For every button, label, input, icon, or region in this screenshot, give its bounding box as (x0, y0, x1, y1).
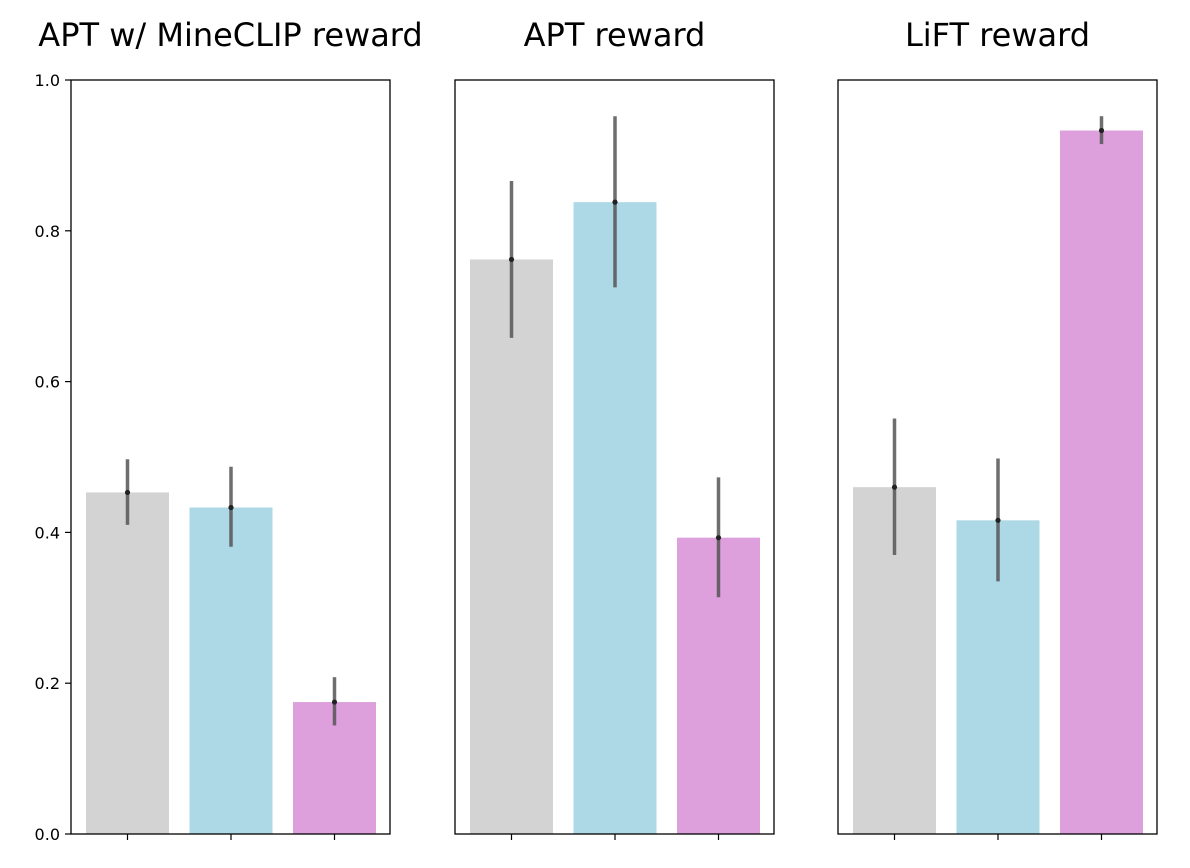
bar (1060, 130, 1143, 834)
bar (86, 492, 169, 834)
plot-frame (454, 79, 775, 835)
y-tick-label: 0.4 (35, 523, 60, 542)
y-tick-label: 0.6 (35, 373, 60, 392)
y-tick-label: 0.0 (35, 825, 60, 844)
y-tick-label: 1.0 (35, 71, 60, 90)
error-bar-center-dot (995, 517, 1001, 523)
error-bar-center-dot (331, 699, 338, 705)
y-axis: 0.0 0.2 0.4 0.6 0.8 1.0 (35, 71, 71, 844)
y-tick-label: 0.2 (35, 674, 60, 693)
plot-frame (70, 79, 391, 835)
chart-panel: APT reward (454, 16, 775, 840)
bar (470, 259, 553, 834)
panel-title: LiFT reward (905, 16, 1090, 54)
bar (573, 202, 657, 834)
panel-title: APT reward (524, 16, 706, 54)
panel-title: APT w/ MineCLIP reward (38, 16, 422, 54)
error-bar-center-dot (612, 199, 618, 205)
y-tick-label: 0.8 (35, 222, 60, 241)
chart-panel: LiFT reward (837, 16, 1158, 840)
error-bar-center-dot (891, 484, 898, 490)
plot-frame (837, 79, 1158, 835)
bar (189, 507, 273, 834)
error-bar-center-dot (508, 256, 515, 263)
error-bar-center-dot (124, 489, 131, 496)
chart-panel: APT w/ MineCLIP reward (38, 16, 423, 840)
error-bar-center-dot (715, 535, 722, 541)
error-bar-center-dot (1098, 127, 1105, 134)
error-bar-center-dot (228, 504, 234, 511)
